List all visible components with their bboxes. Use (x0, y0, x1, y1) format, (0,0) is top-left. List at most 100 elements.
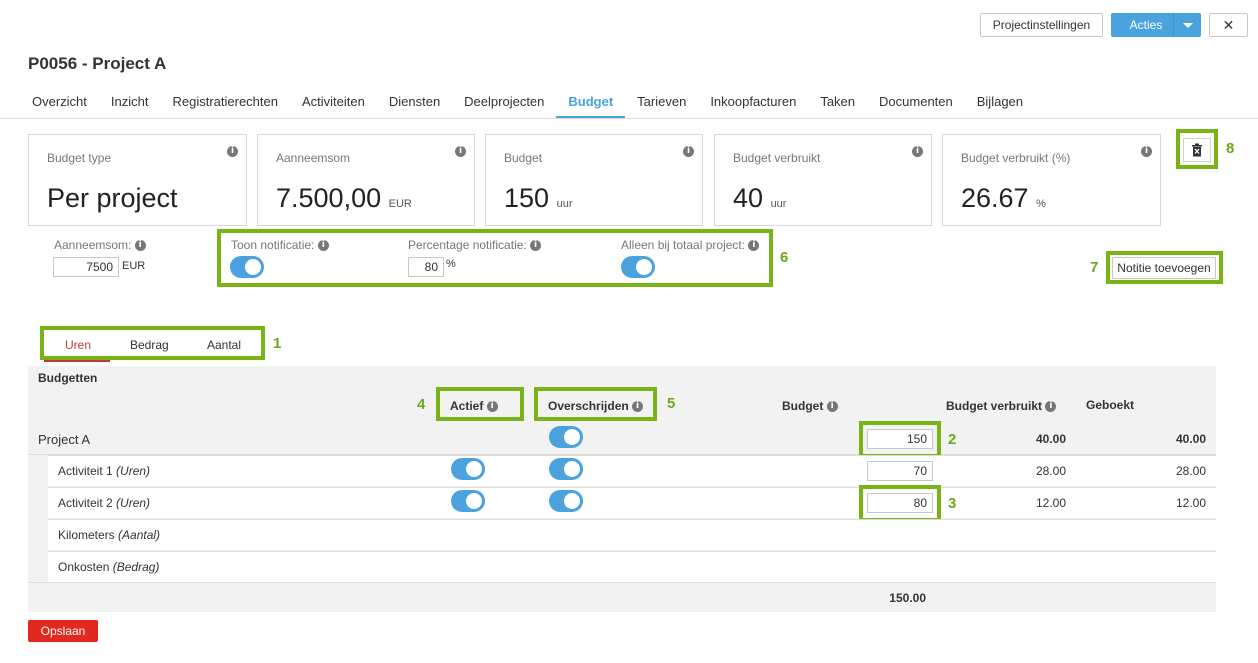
alleen-totaal-toggle[interactable] (621, 256, 655, 278)
tab-diensten[interactable]: Diensten (388, 94, 441, 109)
card-value: 7.500,00 EUR (276, 183, 412, 214)
tab-overzicht[interactable]: Overzicht (32, 94, 87, 109)
col-header-overschrijden: Overschrijden i (548, 399, 644, 413)
card-unit: uur (556, 198, 573, 210)
info-icon[interactable]: i (683, 146, 694, 157)
col-header-overschrijden-text: Overschrijden (548, 399, 629, 413)
close-icon: ✕ (1222, 16, 1235, 33)
row-type-text: (Uren) (116, 464, 151, 478)
row-divider (28, 454, 1216, 455)
annotation-number-5: 5 (667, 395, 676, 412)
card-unit: % (1036, 198, 1046, 210)
add-note-button[interactable]: Notitie toevoegen (1112, 257, 1216, 279)
toon-notificatie-label-text: Toon notificatie: (231, 238, 315, 252)
info-icon[interactable]: i (826, 401, 838, 413)
card-value: 40 uur (733, 183, 786, 214)
aanneemsom-unit: EUR (122, 260, 146, 272)
card-value: Per project (47, 183, 178, 214)
annotation-box-6 (217, 229, 773, 287)
row-activiteit2-geboekt: 12.00 (1175, 496, 1206, 510)
row-divider (28, 582, 1216, 583)
tab-tarieven[interactable]: Tarieven (637, 94, 687, 109)
row-activiteit1-name: Activiteit 1 (Uren) (58, 464, 150, 478)
col-header-budget: Budget i (782, 399, 838, 413)
card-value: 150 uur (504, 183, 572, 214)
col-header-verbruikt-text: Budget verbruikt (946, 399, 1043, 413)
row-activiteit2-name: Activiteit 2 (Uren) (58, 496, 150, 510)
info-icon[interactable]: i (317, 240, 329, 252)
row-activiteit1-actief-toggle[interactable] (451, 458, 485, 480)
annotation-number-3: 3 (948, 495, 957, 512)
project-settings-button[interactable]: Projectinstellingen (980, 13, 1103, 37)
save-button[interactable]: Opslaan (28, 620, 98, 642)
tab-bijlagen[interactable]: Bijlagen (976, 94, 1024, 109)
annotation-number-2: 2 (948, 431, 957, 448)
info-icon[interactable]: i (530, 240, 542, 252)
info-icon[interactable]: i (134, 240, 146, 252)
toon-notificatie-toggle[interactable] (230, 256, 264, 278)
alleen-totaal-label: Alleen bij totaal project: i (621, 238, 760, 252)
close-button[interactable]: ✕ (1209, 13, 1248, 37)
info-icon[interactable]: i (1141, 146, 1152, 157)
tab-activiteiten[interactable]: Activiteiten (301, 94, 365, 109)
info-icon[interactable]: i (632, 401, 644, 413)
card-label: Budget (504, 151, 543, 165)
row-activiteit1-overschrijden-toggle[interactable] (549, 458, 583, 480)
info-icon[interactable]: i (1045, 401, 1057, 413)
subtab-aantal[interactable]: Aantal (207, 338, 242, 352)
row-project-overschrijden-toggle[interactable] (549, 426, 583, 448)
tab-deelprojecten[interactable]: Deelprojecten (464, 94, 545, 109)
info-icon[interactable]: i (455, 146, 466, 157)
actions-button[interactable]: Acties (1111, 13, 1201, 37)
annotation-number-6: 6 (780, 249, 789, 266)
row-project-geboekt: 40.00 (1175, 432, 1206, 446)
subtab-uren[interactable]: Uren (65, 338, 92, 352)
subtab-active-indicator (44, 360, 110, 362)
annotation-box-4 (436, 387, 524, 421)
annotation-number-1: 1 (273, 335, 282, 352)
annotation-box-5 (534, 387, 657, 421)
card-aanneemsom: Aanneemsom i 7.500,00 EUR (257, 134, 475, 226)
card-value-number: Per project (47, 183, 178, 213)
tab-taken[interactable]: Taken (820, 94, 856, 109)
card-label: Aanneemsom (276, 151, 351, 165)
annotation-number-4: 4 (417, 396, 426, 413)
annotation-number-8: 8 (1226, 140, 1235, 157)
card-value-number: 26.67 (961, 183, 1029, 213)
tab-documenten[interactable]: Documenten (879, 94, 953, 109)
aanneemsom-input[interactable]: 7500 (53, 257, 119, 277)
subtab-bedrag[interactable]: Bedrag (130, 338, 169, 352)
card-budget-verbruikt: Budget verbruikt i 40 uur (714, 134, 932, 226)
table-row (48, 519, 1216, 550)
info-icon[interactable]: i (912, 146, 923, 157)
card-unit: EUR (388, 198, 412, 210)
annotation-number-7: 7 (1090, 259, 1099, 276)
tab-registratierechten[interactable]: Registratierechten (172, 94, 278, 109)
tab-inkoopfacturen[interactable]: Inkoopfacturen (710, 94, 797, 109)
row-activiteit1-verbruikt: 28.00 (1035, 464, 1066, 478)
info-icon[interactable]: i (748, 240, 760, 252)
row-activiteit1-budget-input[interactable]: 70 (867, 461, 933, 481)
info-icon[interactable]: i (486, 401, 498, 413)
card-value: 26.67 % (961, 183, 1046, 214)
trash-icon (1192, 143, 1202, 157)
row-project-name: Project A (38, 432, 91, 447)
delete-button[interactable] (1183, 138, 1211, 162)
row-activiteit2-budget-input[interactable]: 80 (867, 493, 933, 513)
tab-bar: Overzicht Inzicht Registratierechten Act… (20, 88, 1035, 118)
row-name-text: Onkosten (58, 560, 110, 574)
percentage-notificatie-input[interactable]: 80 (408, 257, 444, 277)
row-type-text: (Aantal) (118, 528, 161, 542)
page-title: P0056 - Project A (28, 54, 167, 73)
row-project-budget-input[interactable]: 150 (867, 429, 933, 449)
row-name-text: Kilometers (58, 528, 115, 542)
tab-budget[interactable]: Budget (556, 88, 626, 118)
col-header-actief-text: Actief (450, 399, 484, 413)
tab-inzicht[interactable]: Inzicht (110, 94, 149, 109)
toon-notificatie-label: Toon notificatie: i (231, 238, 329, 252)
row-kilometers-name: Kilometers (Aantal) (58, 528, 160, 542)
info-icon[interactable]: i (227, 146, 238, 157)
row-activiteit2-overschrijden-toggle[interactable] (549, 490, 583, 512)
row-activiteit2-actief-toggle[interactable] (451, 490, 485, 512)
col-header-geboekt: Geboekt (1086, 398, 1135, 412)
